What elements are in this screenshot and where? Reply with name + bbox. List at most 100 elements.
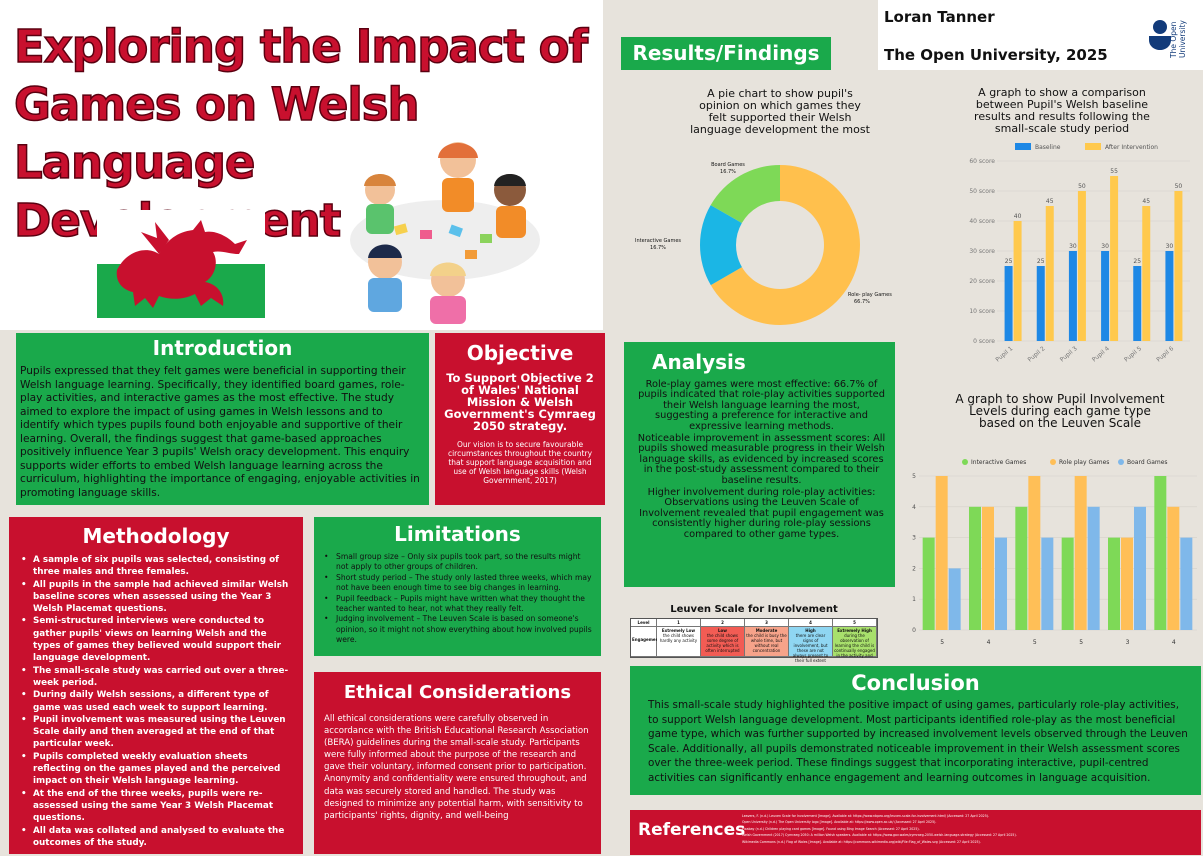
reference-item: Pixabay (n.d.) Children playing card gam… (742, 826, 920, 831)
x-tick-label: Pupil 2 (1027, 345, 1047, 363)
legend-label: Board Games (1127, 459, 1168, 466)
limitation-item: Short study period – The study only last… (322, 573, 595, 594)
ethics-heading: Ethical Considerations (343, 682, 572, 703)
x-tick-label: Pupil 6 (1155, 345, 1175, 363)
bar (969, 506, 981, 630)
bar (1101, 251, 1110, 341)
leuven-scale-grid: Level 1 2 3 4 5 Engagement Extremely Low the chi… (630, 618, 878, 663)
bar (982, 506, 994, 630)
bar (935, 476, 948, 630)
bar (1121, 537, 1133, 630)
legend-label: Baseline (1035, 144, 1061, 151)
bar (1074, 476, 1087, 630)
objective-sub-text: Our vision is to secure favourable circu… (447, 440, 593, 485)
leuven-scale-title: Leuven Scale for Involvement (670, 604, 838, 615)
references-panel: References Leavers, F. (n.d.) Leuven Sca… (630, 810, 1201, 855)
leuven-level-name: Extremely Low (661, 628, 696, 633)
welsh-flag-image (97, 210, 265, 318)
open-university-logo-mark (1149, 20, 1171, 50)
legend-swatch (1085, 143, 1101, 150)
y-tick-label: 30 score (969, 248, 995, 255)
bar (1174, 191, 1183, 341)
introduction-panel: Introduction Pupils expressed that they … (16, 333, 429, 505)
ethics-panel: Ethical Considerations All ethical consi… (314, 672, 601, 854)
open-university-logo: The Open University (1147, 12, 1197, 58)
title-line-1: Exploring the Impact of (13, 19, 589, 74)
introduction-text: Pupils expressed that they felt games we… (20, 365, 420, 499)
y-tick-label: 20 score (969, 278, 995, 285)
x-tick-label: 5 (940, 639, 944, 646)
pie-slice-label: Interactive Games (635, 238, 681, 244)
bar (995, 537, 1007, 630)
analysis-heading: Analysis (652, 350, 746, 374)
limitations-list: Small group size – Only six pupils took … (314, 546, 601, 646)
leuven-level-desc: the child shows some degree of activity … (705, 633, 740, 653)
pie-slice-value: 66.7% (854, 299, 870, 305)
leuven-level-name: Extremely High (837, 628, 872, 633)
data-label: 50 (1078, 183, 1086, 190)
pie-slice-label: Role- play Games (848, 292, 892, 298)
y-tick-label: 1 (912, 596, 916, 603)
methodology-heading: Methodology (82, 524, 230, 548)
analysis-point: Noticeable improvement in assessment sco… (636, 433, 887, 486)
analysis-body: Role-play games were most effective: 66.… (624, 374, 895, 540)
objective-main-text: To Support Objective 2 of Wales' Nationa… (444, 371, 596, 433)
data-label: 25 (1037, 258, 1045, 265)
bar (1134, 506, 1146, 630)
limitation-item: Judging involvement – The Leuven Scale i… (322, 614, 595, 645)
legend-label: Interactive Games (971, 459, 1026, 466)
bar (1142, 206, 1151, 341)
analysis-point-lead: Role-play games were most effective: (645, 379, 831, 390)
legend-swatch (962, 459, 968, 465)
data-label: 50 (1175, 183, 1183, 190)
leuven-level-cell: High there are clear signs of involvement… (789, 627, 833, 663)
leuven-scale-table: Leuven Scale for Involvement Level 1 2 3 4 5 E… (630, 604, 878, 663)
data-label: 30 (1166, 243, 1174, 250)
y-tick-label: 60 score (969, 158, 995, 165)
leuven-level-desc: the child shows hardly any activity (659, 633, 698, 643)
leuven-level-cell: Low the child shows some degree of activi… (701, 627, 745, 657)
bar (1013, 221, 1022, 341)
legend-label: After Intervention (1105, 144, 1158, 151)
leuven-level-name: High (805, 628, 816, 633)
bar (1165, 251, 1174, 341)
bar (922, 537, 935, 630)
pie-slice (700, 205, 742, 286)
leuven-level-desc: the child is busy the whole time, but wi… (746, 633, 787, 653)
methodology-list: A sample of six pupils was selected, con… (9, 548, 303, 849)
data-label: 45 (1142, 198, 1150, 205)
x-tick-label: 4 (1172, 639, 1176, 646)
analysis-point-text: Observations using the Leuven Scale of I… (639, 497, 884, 540)
analysis-panel: Analysis Role-play games were most effec… (624, 342, 895, 587)
methodology-item: Semi-structured interviews were conducte… (19, 615, 297, 664)
reference-item: Wikimedia Commons (n.d.) Flag of Wales [… (742, 839, 981, 844)
bar (1061, 537, 1074, 630)
pie-slice (710, 165, 860, 325)
y-tick-label: 5 (912, 473, 916, 480)
bar (1028, 476, 1041, 630)
methodology-item: All data was collated and analysed to ev… (19, 825, 297, 850)
leuven-level-name: Moderate (755, 628, 778, 633)
objective-panel: Objective To Support Objective 2 of Wale… (435, 333, 605, 505)
y-tick-label: 4 (912, 504, 916, 511)
bar (1087, 506, 1100, 630)
y-tick-label: 40 score (969, 218, 995, 225)
data-label: 30 (1101, 243, 1109, 250)
bar (1167, 506, 1180, 630)
comparison-chart-title: A graph to show a comparison between Pup… (974, 86, 1150, 135)
leuven-header-cell: 1 (657, 619, 701, 627)
limitation-item: Small group size – Only six pupils took … (322, 552, 595, 573)
y-tick-label: 50 score (969, 188, 995, 195)
limitations-panel: Limitations Small group size – Only six … (314, 517, 601, 656)
y-tick-label: 3 (912, 535, 916, 542)
reference-item: Open University (n.d.) The Open Universi… (742, 820, 937, 825)
objective-heading: Objective (466, 341, 574, 365)
bar (948, 568, 961, 630)
methodology-item: Pupil involvement was measured using the… (19, 714, 297, 751)
pie-slice-label: Board Games (711, 162, 745, 168)
data-label: 25 (1005, 258, 1013, 265)
pie-slice-value: 16.7% (720, 169, 736, 175)
bar (1077, 191, 1086, 341)
data-label: 25 (1133, 258, 1141, 265)
